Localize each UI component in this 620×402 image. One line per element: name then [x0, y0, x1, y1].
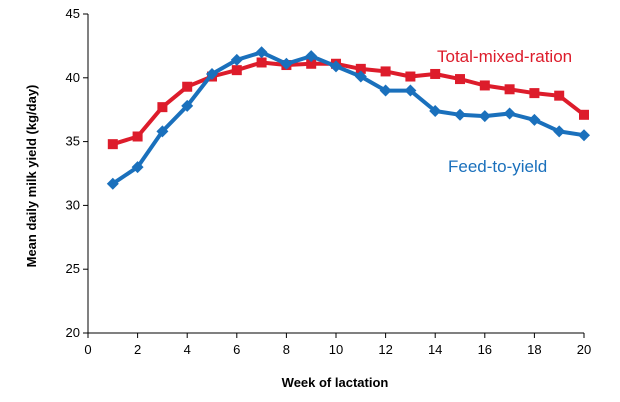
data-point-feed-to-yield	[106, 177, 119, 190]
y-tick-label: 40	[66, 70, 80, 85]
x-tick-label: 18	[527, 342, 541, 357]
x-tick-label: 4	[184, 342, 191, 357]
data-point-feed-to-yield	[503, 107, 516, 120]
y-tick-label: 25	[66, 261, 80, 276]
data-point-feed-to-yield	[255, 46, 268, 59]
data-point-feed-to-yield	[528, 113, 541, 126]
y-tick-label: 20	[66, 325, 80, 340]
data-point-feed-to-yield	[131, 161, 144, 174]
x-tick-label: 10	[329, 342, 343, 357]
x-tick-label: 14	[428, 342, 442, 357]
x-tick-label: 16	[478, 342, 492, 357]
data-point-feed-to-yield	[578, 129, 590, 142]
x-axis-title: Week of lactation	[282, 375, 389, 390]
data-point-total-mixed-ration	[182, 81, 193, 92]
tick-labels: 20 25 30 35 40 45 0 2 4 6 8 10 12 14 16 18 20	[66, 6, 592, 357]
data-point-total-mixed-ration	[132, 131, 143, 142]
x-tick-label: 2	[134, 342, 141, 357]
data-point-feed-to-yield	[379, 84, 392, 97]
series-label-feed-to-yield: Feed-to-yield	[448, 157, 547, 176]
data-point-total-mixed-ration	[306, 58, 317, 69]
data-point-total-mixed-ration	[504, 84, 515, 95]
data-point-total-mixed-ration	[231, 65, 242, 76]
x-tick-label: 20	[577, 342, 591, 357]
data-point-feed-to-yield	[330, 60, 342, 73]
series-label-total-mixed-ration: Total-mixed-ration	[437, 47, 572, 66]
data-point-total-mixed-ration	[157, 102, 168, 113]
y-axis-title: Mean daily milk yield (kg/day)	[24, 85, 39, 268]
data-point-total-mixed-ration	[479, 80, 490, 91]
x-tick-label: 0	[84, 342, 91, 357]
x-tick-label: 8	[283, 342, 290, 357]
data-point-total-mixed-ration	[380, 66, 391, 77]
data-point-feed-to-yield	[181, 99, 194, 112]
data-point-total-mixed-ration	[455, 74, 465, 85]
data-point-feed-to-yield	[230, 53, 243, 66]
data-point-feed-to-yield	[429, 104, 442, 117]
data-point-feed-to-yield	[354, 70, 367, 83]
y-tick-label: 35	[66, 134, 80, 149]
x-tick-label: 12	[378, 342, 392, 357]
data-point-total-mixed-ration	[355, 63, 366, 74]
data-point-total-mixed-ration	[430, 68, 441, 79]
data-point-total-mixed-ration	[579, 109, 589, 120]
data-point-feed-to-yield	[478, 110, 491, 123]
y-tick-label: 45	[66, 6, 80, 21]
data-point-feed-to-yield	[206, 67, 218, 80]
data-point-total-mixed-ration	[107, 139, 118, 150]
series-group	[106, 46, 590, 190]
data-point-total-mixed-ration	[554, 90, 565, 101]
data-point-feed-to-yield	[305, 50, 318, 63]
data-point-total-mixed-ration	[529, 88, 540, 99]
axes	[83, 13, 585, 338]
data-point-feed-to-yield	[553, 125, 566, 138]
x-tick-label: 6	[233, 342, 240, 357]
data-point-feed-to-yield	[404, 84, 417, 97]
series-line-total-mixed-ration	[112, 60, 586, 147]
data-point-total-mixed-ration	[256, 57, 267, 68]
data-point-feed-to-yield	[280, 57, 293, 70]
data-point-feed-to-yield	[156, 125, 169, 138]
y-tick-label: 30	[66, 197, 80, 212]
data-point-total-mixed-ration	[405, 71, 416, 82]
data-point-feed-to-yield	[454, 108, 466, 121]
